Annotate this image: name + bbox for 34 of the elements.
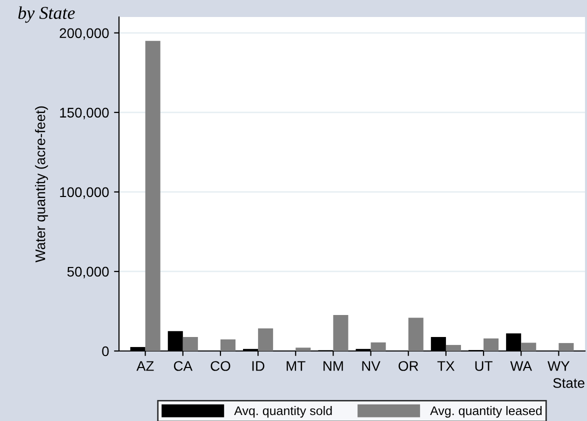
y-axis-title: Water quantity (acre-feet) — [35, 106, 48, 262]
y-tick-label: 0 — [102, 346, 109, 356]
y-tick-label: 150,000 — [60, 108, 109, 120]
bar — [145, 40, 160, 351]
x-tick-label: MT — [286, 361, 306, 371]
x-tick-label: CO — [210, 361, 230, 371]
x-tick-label: TX — [437, 361, 455, 371]
bar — [370, 342, 386, 351]
x-tick-label: NM — [324, 361, 343, 371]
x-tick-label: ID — [252, 361, 264, 371]
bar — [558, 343, 574, 351]
bar — [333, 315, 348, 351]
bar — [484, 338, 499, 351]
x-tick-label: AZ — [136, 361, 154, 371]
chart-title: by State — [18, 6, 75, 23]
bar — [182, 337, 198, 351]
x-tick-label: UT — [475, 361, 492, 371]
bar — [521, 342, 536, 351]
x-tick-label: OR — [398, 361, 418, 371]
legend-label: Avq. quantity sold — [234, 406, 332, 418]
legend-label: Avg. quantity leased — [430, 406, 542, 418]
x-tick-label: WY — [548, 361, 570, 371]
bar — [296, 348, 311, 351]
bar — [408, 318, 424, 351]
y-tick-label: 100,000 — [60, 187, 109, 199]
x-tick-label: WA — [510, 361, 532, 371]
bar — [220, 339, 236, 351]
x-tick-label: CA — [174, 361, 193, 371]
bar — [446, 344, 461, 351]
x-axis-title: State — [553, 378, 584, 388]
x-tick-label: NV — [362, 361, 380, 371]
bar — [258, 328, 274, 351]
y-tick-label: 50,000 — [67, 266, 109, 278]
y-tick-label: 200,000 — [60, 28, 109, 40]
